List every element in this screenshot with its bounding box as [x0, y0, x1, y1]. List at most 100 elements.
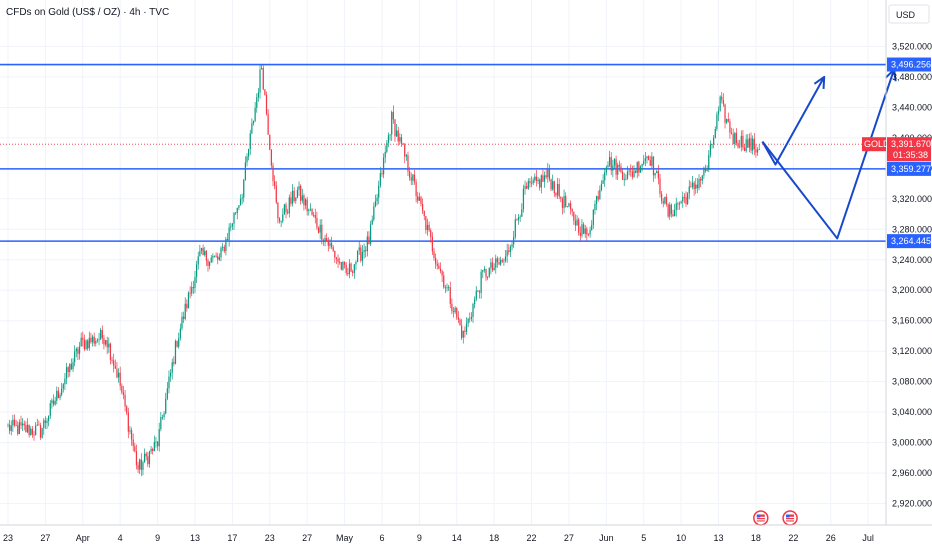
candle-body	[552, 181, 554, 190]
us-flag-event-icon[interactable]	[782, 510, 798, 526]
level-price-tag	[887, 161, 931, 176]
candle-body	[213, 255, 216, 257]
candle-body	[526, 186, 528, 189]
candle-body	[498, 262, 500, 265]
candle-body	[38, 424, 40, 426]
level-price-tag	[887, 57, 931, 72]
candle-body	[251, 123, 253, 134]
candle-body	[634, 170, 637, 173]
candle-body	[543, 175, 546, 182]
x-tick-label: 23	[265, 533, 275, 543]
projection-arrows[interactable]	[761, 68, 897, 240]
candle-body	[695, 184, 697, 189]
x-tick-label: May	[336, 533, 354, 543]
y-tick-label: 3,320.000	[892, 194, 932, 204]
projection-arrow-long[interactable]	[761, 68, 896, 240]
candle-body	[678, 203, 681, 205]
level-price-tag	[887, 234, 931, 249]
x-tick-label: 27	[40, 533, 50, 543]
candle-body	[28, 424, 30, 436]
candle-body	[100, 330, 102, 340]
candle-body	[282, 214, 284, 222]
candle-body	[625, 178, 627, 180]
candle-body	[649, 160, 651, 166]
candle-body	[231, 223, 233, 227]
candle-body	[511, 244, 513, 247]
candle-body	[389, 134, 391, 136]
horizontal-levels[interactable]	[0, 63, 886, 242]
us-flag-event-icon[interactable]	[753, 510, 769, 526]
candle-body	[257, 92, 260, 98]
projection-arrow-short[interactable]	[761, 76, 826, 166]
candle-body	[503, 260, 505, 262]
candle-body	[693, 182, 695, 189]
candle-body	[96, 340, 99, 341]
candle-body	[452, 311, 455, 313]
candle-body	[435, 257, 437, 264]
price-axis[interactable]: 3,520.0003,480.0003,440.0003,400.0003,36…	[892, 41, 932, 508]
candle-body	[680, 201, 682, 204]
candle-body	[313, 215, 315, 216]
candle-body	[345, 264, 347, 274]
candle-body	[205, 250, 207, 261]
currency-label: USD	[896, 10, 916, 20]
candle-body	[197, 256, 199, 265]
candle-body	[756, 149, 759, 153]
candle-body	[366, 236, 368, 252]
x-tick-label: 18	[751, 533, 761, 543]
candle-body	[739, 146, 741, 148]
candle-body	[212, 256, 214, 258]
candle-body	[337, 258, 339, 262]
candle-body	[332, 247, 334, 251]
candle-body	[426, 224, 429, 230]
candle-body	[365, 250, 367, 252]
candle-body	[472, 304, 474, 317]
candle-body	[691, 182, 694, 187]
candle-body	[643, 160, 645, 164]
candle-body	[631, 171, 633, 177]
candle-body	[413, 174, 416, 182]
candle-body	[623, 178, 625, 180]
candle-body	[296, 189, 299, 198]
candle-body	[597, 196, 599, 200]
candle-body	[311, 209, 313, 216]
candle-body	[278, 218, 281, 222]
candle-body	[270, 149, 273, 166]
candle-body	[218, 257, 220, 260]
candle-body	[168, 376, 170, 389]
candle-body	[633, 170, 635, 177]
y-tick-label: 3,120.000	[892, 346, 932, 356]
candle-body	[98, 339, 100, 341]
candle-body	[314, 215, 316, 219]
x-tick-label: 26	[826, 533, 836, 543]
projection-arrow-short-arrowhead	[813, 75, 826, 89]
candle-body	[174, 341, 177, 364]
time-axis[interactable]: 23 27 Apr 4 9 13 17 23 27 May 6 9 14 18 22 27 Jun 5 10 13 18…	[3, 533, 874, 543]
candle-body	[535, 176, 538, 182]
candle-body	[698, 179, 700, 189]
candle-body	[480, 271, 482, 293]
candle-body	[713, 137, 715, 145]
candle-body	[283, 204, 286, 215]
level-price-tag-text: 3,359.277	[891, 164, 931, 174]
candle-body	[381, 173, 383, 175]
candle-body	[67, 367, 69, 373]
candle-body	[153, 441, 155, 451]
candle-body	[277, 202, 279, 219]
event-markers[interactable]	[753, 510, 798, 526]
candle-body	[361, 251, 364, 261]
currency-button[interactable]	[888, 4, 930, 24]
candle-body	[558, 184, 560, 197]
candle-body	[30, 428, 32, 436]
candle-body	[265, 94, 268, 115]
candle-body	[301, 195, 303, 201]
candle-body	[444, 287, 446, 289]
candle-body	[454, 307, 456, 313]
candle-body	[423, 210, 425, 217]
candle-body	[142, 462, 144, 470]
candle-body	[446, 287, 448, 289]
candle-body	[729, 121, 731, 133]
candle-body	[561, 198, 564, 208]
